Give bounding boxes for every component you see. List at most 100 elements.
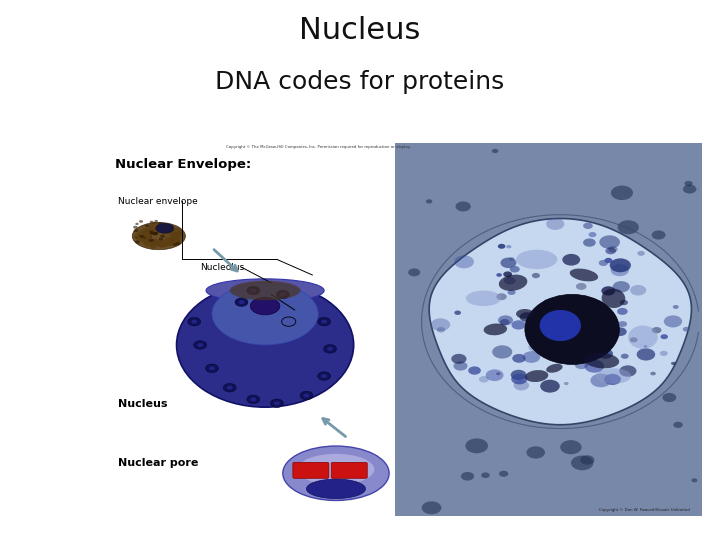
Circle shape bbox=[223, 383, 236, 392]
Ellipse shape bbox=[156, 224, 174, 233]
Circle shape bbox=[683, 327, 690, 332]
Circle shape bbox=[636, 348, 655, 361]
Ellipse shape bbox=[158, 238, 176, 247]
Circle shape bbox=[498, 244, 505, 249]
Circle shape bbox=[318, 318, 330, 326]
Circle shape bbox=[304, 394, 310, 397]
Circle shape bbox=[510, 370, 526, 380]
Circle shape bbox=[536, 326, 552, 336]
Circle shape bbox=[664, 315, 682, 327]
Circle shape bbox=[532, 273, 540, 278]
Circle shape bbox=[652, 327, 662, 333]
Ellipse shape bbox=[163, 238, 181, 246]
Circle shape bbox=[630, 285, 647, 295]
Circle shape bbox=[327, 347, 333, 351]
Circle shape bbox=[630, 338, 637, 342]
Circle shape bbox=[274, 401, 280, 405]
Circle shape bbox=[597, 326, 608, 333]
Circle shape bbox=[238, 300, 245, 304]
Circle shape bbox=[503, 272, 512, 277]
Ellipse shape bbox=[283, 446, 389, 501]
Circle shape bbox=[153, 222, 156, 224]
Ellipse shape bbox=[170, 231, 182, 241]
Text: Nuclear pore: Nuclear pore bbox=[117, 458, 198, 468]
Circle shape bbox=[599, 235, 620, 249]
Circle shape bbox=[588, 232, 596, 237]
Circle shape bbox=[408, 268, 420, 276]
Circle shape bbox=[551, 323, 561, 329]
Circle shape bbox=[454, 310, 461, 315]
Circle shape bbox=[166, 229, 171, 232]
Circle shape bbox=[500, 258, 516, 268]
Circle shape bbox=[672, 305, 679, 309]
Circle shape bbox=[321, 320, 327, 323]
Circle shape bbox=[150, 221, 153, 223]
Circle shape bbox=[613, 281, 630, 293]
Circle shape bbox=[492, 345, 513, 359]
Circle shape bbox=[173, 244, 177, 246]
Circle shape bbox=[512, 354, 526, 363]
Circle shape bbox=[618, 220, 639, 234]
Text: Nucleus: Nucleus bbox=[117, 400, 167, 409]
Ellipse shape bbox=[170, 232, 181, 240]
Circle shape bbox=[543, 299, 555, 307]
Circle shape bbox=[135, 237, 138, 238]
Circle shape bbox=[481, 472, 490, 478]
Ellipse shape bbox=[466, 291, 501, 306]
Circle shape bbox=[153, 232, 158, 235]
Circle shape bbox=[143, 237, 145, 239]
Circle shape bbox=[592, 305, 600, 310]
Bar bbox=[395, 143, 702, 516]
Circle shape bbox=[585, 360, 604, 373]
Circle shape bbox=[135, 240, 140, 244]
Circle shape bbox=[583, 239, 595, 247]
Circle shape bbox=[280, 293, 286, 296]
Circle shape bbox=[660, 351, 667, 356]
Circle shape bbox=[572, 344, 590, 355]
Ellipse shape bbox=[157, 225, 175, 232]
Circle shape bbox=[135, 223, 139, 225]
Circle shape bbox=[576, 283, 587, 290]
Circle shape bbox=[159, 238, 163, 240]
Circle shape bbox=[506, 245, 511, 248]
Circle shape bbox=[562, 254, 580, 266]
Circle shape bbox=[571, 456, 593, 470]
Ellipse shape bbox=[546, 364, 562, 373]
Ellipse shape bbox=[516, 249, 557, 269]
Circle shape bbox=[671, 362, 676, 365]
Ellipse shape bbox=[165, 237, 179, 242]
Ellipse shape bbox=[176, 283, 354, 407]
Circle shape bbox=[504, 277, 516, 285]
Circle shape bbox=[192, 320, 197, 323]
Circle shape bbox=[227, 386, 233, 390]
Circle shape bbox=[618, 321, 627, 327]
Circle shape bbox=[139, 220, 143, 223]
Circle shape bbox=[546, 218, 564, 230]
Circle shape bbox=[613, 335, 619, 339]
Circle shape bbox=[598, 349, 613, 359]
Ellipse shape bbox=[525, 370, 549, 382]
Ellipse shape bbox=[138, 230, 151, 239]
Ellipse shape bbox=[169, 227, 183, 240]
Ellipse shape bbox=[154, 239, 166, 248]
Circle shape bbox=[683, 185, 696, 193]
Circle shape bbox=[194, 341, 207, 349]
Circle shape bbox=[161, 234, 165, 238]
Circle shape bbox=[691, 478, 698, 482]
Text: Nuclear envelope: Nuclear envelope bbox=[117, 197, 197, 206]
FancyBboxPatch shape bbox=[331, 462, 367, 478]
Ellipse shape bbox=[595, 368, 631, 384]
Circle shape bbox=[496, 273, 502, 277]
Ellipse shape bbox=[143, 238, 158, 247]
Circle shape bbox=[468, 366, 481, 375]
Ellipse shape bbox=[297, 454, 374, 485]
Circle shape bbox=[496, 293, 507, 300]
Circle shape bbox=[508, 289, 516, 295]
Ellipse shape bbox=[484, 323, 507, 335]
Circle shape bbox=[150, 236, 152, 238]
Circle shape bbox=[456, 201, 471, 212]
Circle shape bbox=[576, 310, 597, 323]
Ellipse shape bbox=[152, 227, 168, 231]
Ellipse shape bbox=[150, 238, 158, 249]
Circle shape bbox=[650, 372, 656, 375]
